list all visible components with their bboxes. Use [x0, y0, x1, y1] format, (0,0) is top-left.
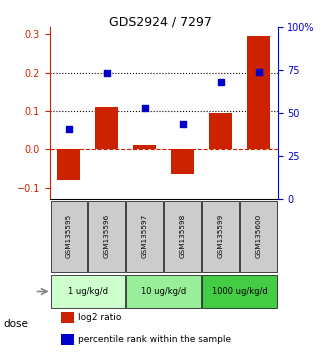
Point: [256, 69, 261, 75]
Text: percentile rank within the sample: percentile rank within the sample: [78, 335, 231, 344]
Text: GSM135595: GSM135595: [66, 214, 72, 258]
Bar: [95, 107, 118, 149]
Bar: [133, 145, 156, 149]
Text: 1000 ug/kg/d: 1000 ug/kg/d: [212, 287, 268, 296]
Text: GSM135596: GSM135596: [104, 214, 110, 258]
Point: [104, 70, 109, 75]
FancyBboxPatch shape: [240, 200, 277, 272]
Text: GSM135600: GSM135600: [256, 214, 262, 258]
Bar: [247, 36, 270, 149]
FancyBboxPatch shape: [50, 275, 125, 308]
FancyBboxPatch shape: [89, 200, 125, 272]
Text: GSM135599: GSM135599: [218, 214, 224, 258]
Point: [142, 105, 147, 111]
FancyBboxPatch shape: [126, 200, 163, 272]
Bar: [171, 149, 194, 174]
Text: dose: dose: [3, 319, 28, 329]
Text: GSM135597: GSM135597: [142, 214, 148, 258]
Bar: [57, 149, 80, 180]
Text: GDS2924 / 7297: GDS2924 / 7297: [109, 16, 212, 29]
Text: 1 ug/kg/d: 1 ug/kg/d: [68, 287, 108, 296]
Bar: [209, 113, 232, 149]
FancyBboxPatch shape: [126, 275, 201, 308]
Point: [180, 121, 185, 127]
Bar: [61, 334, 74, 345]
Text: 10 ug/kg/d: 10 ug/kg/d: [141, 287, 186, 296]
Point: [218, 79, 223, 85]
FancyBboxPatch shape: [203, 275, 277, 308]
Point: [66, 126, 71, 132]
FancyBboxPatch shape: [50, 200, 87, 272]
Bar: [61, 312, 74, 323]
FancyBboxPatch shape: [164, 200, 201, 272]
FancyBboxPatch shape: [203, 200, 239, 272]
Text: log2 ratio: log2 ratio: [78, 313, 122, 322]
Text: GSM135598: GSM135598: [180, 214, 186, 258]
